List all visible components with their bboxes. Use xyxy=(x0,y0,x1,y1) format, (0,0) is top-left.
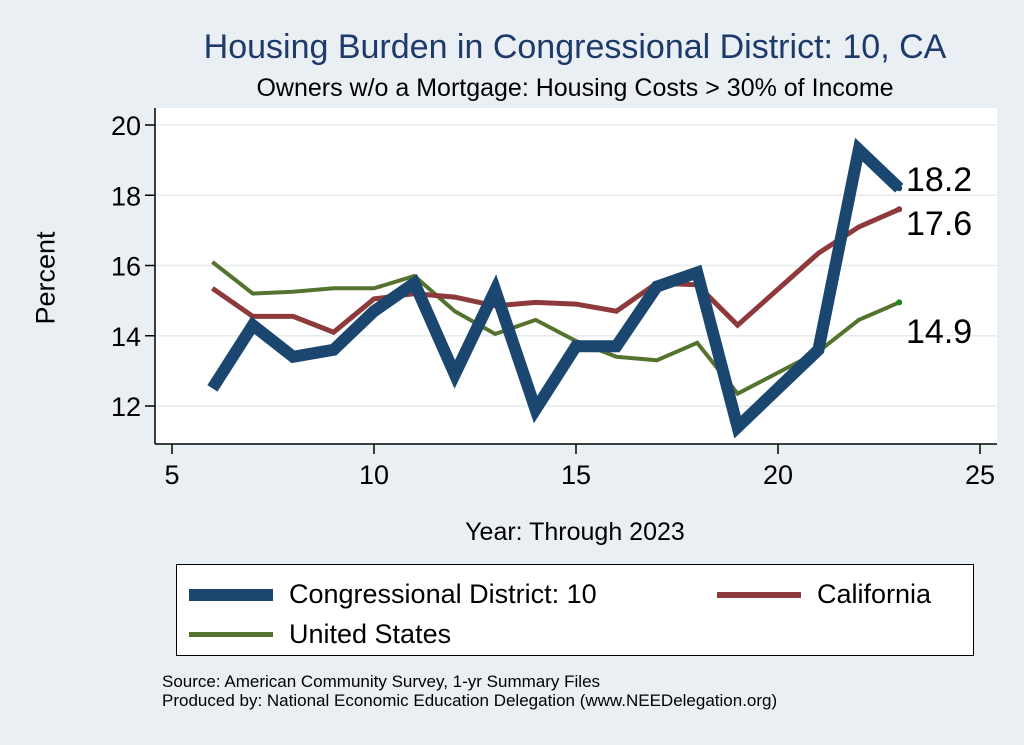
chart-title: Housing Burden in Congressional District… xyxy=(203,28,947,66)
line-chart: 12 14 16 18 20 5 10 15 20 25 18.2 17.6 14.9 xyxy=(111,108,997,490)
legend-item-district: Congressional District: 10 xyxy=(189,579,597,610)
x-tick-label: 5 xyxy=(164,460,179,490)
x-tick-label: 20 xyxy=(763,460,793,490)
series-line-us xyxy=(211,260,900,397)
series-line-us-end-marker xyxy=(896,299,903,306)
x-tick-label: 25 xyxy=(965,460,995,490)
source-line-1: Source: American Community Survey, 1-yr … xyxy=(162,672,601,691)
y-tick-label: 16 xyxy=(111,252,141,282)
x-tick-label: 10 xyxy=(359,460,389,490)
legend-label-district: Congressional District: 10 xyxy=(289,579,597,609)
legend: Congressional District: 10 California Un… xyxy=(176,564,974,656)
end-value-label: 18.2 xyxy=(906,161,972,199)
legend-item-california: California xyxy=(717,579,931,610)
legend-swatch-district xyxy=(189,588,273,601)
source-note: Source: American Community Survey, 1-yr … xyxy=(162,672,777,710)
series-line-california xyxy=(210,207,901,336)
legend-label-us: United States xyxy=(289,619,452,649)
end-value-label: 17.6 xyxy=(906,205,972,243)
legend-item-us: United States xyxy=(189,619,451,650)
legend-swatch-us xyxy=(189,632,273,637)
y-tick-label: 12 xyxy=(111,392,141,422)
x-tick-label: 15 xyxy=(561,460,591,490)
end-value-label: 14.9 xyxy=(906,313,972,351)
y-tick-label: 20 xyxy=(111,111,141,141)
series-line-district xyxy=(207,137,904,439)
legend-swatch-california xyxy=(717,591,801,598)
source-line-2: Produced by: National Economic Education… xyxy=(162,691,778,710)
y-tick-label: 18 xyxy=(111,181,141,211)
x-axis-label: Year: Through 2023 xyxy=(465,518,685,546)
series-line-district-end-marker xyxy=(896,185,903,192)
legend-label-california: California xyxy=(817,579,932,609)
series-line-california-end-marker xyxy=(896,206,903,213)
chart-subtitle: Owners w/o a Mortgage: Housing Costs > 3… xyxy=(256,74,894,102)
y-tick-label: 14 xyxy=(111,322,141,352)
